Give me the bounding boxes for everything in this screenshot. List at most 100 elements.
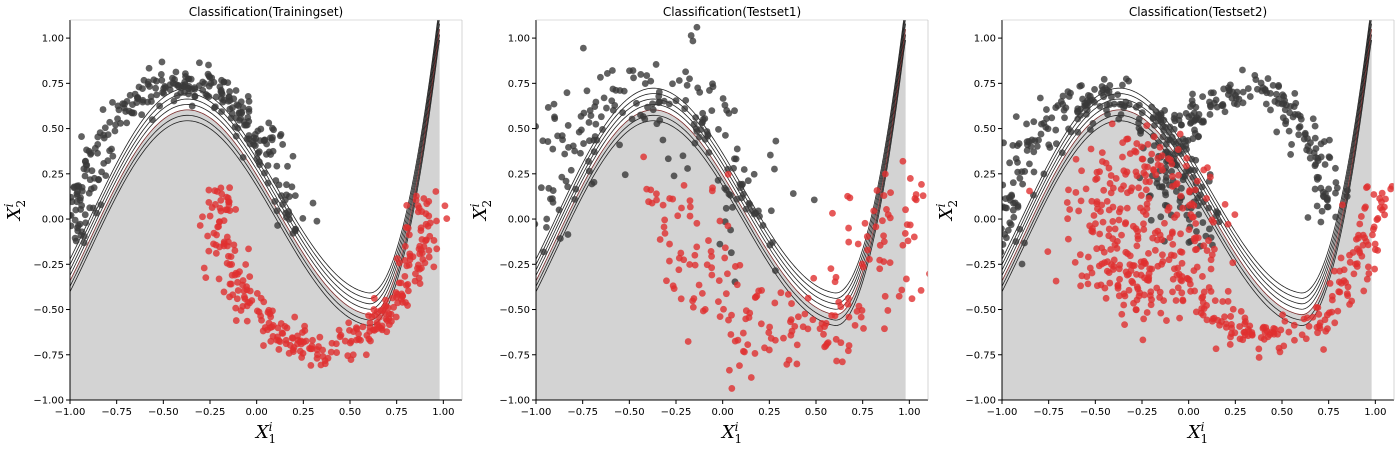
- data-point: [1043, 106, 1050, 113]
- data-point: [670, 172, 678, 180]
- data-point: [666, 240, 673, 248]
- y-tick-label: 0.75: [974, 79, 996, 90]
- data-point: [739, 190, 747, 198]
- data-point: [794, 313, 802, 321]
- data-point: [809, 316, 817, 324]
- data-point: [1291, 336, 1298, 344]
- data-point: [1173, 211, 1181, 219]
- data-point: [112, 121, 119, 129]
- data-point: [1149, 234, 1157, 242]
- data-point: [1059, 92, 1067, 100]
- data-point: [709, 80, 716, 88]
- data-point: [217, 197, 225, 204]
- data-point: [1179, 135, 1187, 143]
- data-point: [1315, 310, 1323, 318]
- data-point: [1317, 218, 1325, 226]
- data-point: [1207, 265, 1215, 273]
- data-point: [1198, 305, 1206, 312]
- data-point: [1290, 103, 1298, 110]
- data-point: [684, 165, 691, 172]
- data-point: [246, 287, 254, 295]
- data-point: [1140, 291, 1148, 299]
- data-point: [240, 118, 248, 126]
- data-point: [316, 333, 324, 341]
- data-point: [1226, 341, 1234, 348]
- data-point: [1018, 260, 1026, 268]
- data-point: [1225, 84, 1232, 91]
- data-point: [1311, 162, 1319, 170]
- data-point: [225, 252, 232, 260]
- data-point: [750, 170, 758, 178]
- data-point: [845, 342, 853, 349]
- data-point: [1010, 213, 1018, 221]
- data-point: [926, 270, 928, 277]
- data-point: [1178, 289, 1186, 297]
- data-point: [543, 215, 551, 223]
- data-point: [1206, 173, 1214, 181]
- data-point: [1062, 104, 1070, 112]
- x-tick-label: 0.50: [805, 407, 827, 418]
- data-point: [1093, 245, 1101, 253]
- data-point: [722, 131, 729, 139]
- data-point: [1176, 314, 1183, 322]
- data-point: [1057, 97, 1065, 105]
- data-point: [1193, 177, 1201, 185]
- x-tick-label: 0.00: [712, 407, 734, 418]
- data-point: [81, 211, 89, 219]
- data-point: [687, 32, 695, 39]
- data-point: [1009, 141, 1017, 149]
- data-point: [362, 351, 370, 359]
- data-point: [291, 313, 299, 321]
- data-point: [148, 116, 156, 124]
- data-point: [544, 138, 552, 145]
- data-point: [385, 315, 393, 323]
- data-point: [1189, 90, 1196, 98]
- data-point: [240, 293, 248, 301]
- data-point: [1119, 139, 1127, 147]
- data-point: [1012, 238, 1020, 245]
- y-tick-label: −1.00: [965, 396, 996, 407]
- data-point: [1071, 259, 1079, 266]
- data-point: [169, 74, 176, 82]
- data-point: [691, 139, 699, 147]
- data-point: [536, 123, 540, 130]
- data-point: [545, 184, 553, 192]
- data-point: [1295, 124, 1303, 132]
- data-point: [744, 177, 752, 185]
- data-point: [87, 185, 95, 193]
- data-point: [70, 237, 71, 242]
- data-point: [1040, 170, 1048, 178]
- data-point: [693, 23, 701, 31]
- data-point: [1321, 161, 1329, 168]
- data-point: [1208, 251, 1216, 259]
- data-point: [1188, 155, 1196, 163]
- data-point: [699, 109, 707, 117]
- data-point: [866, 255, 873, 263]
- y-tick-label: −0.75: [33, 350, 64, 361]
- data-point: [1119, 153, 1126, 161]
- data-point: [257, 294, 265, 302]
- data-point: [285, 349, 293, 357]
- data-point: [739, 329, 747, 337]
- data-point: [1361, 204, 1369, 212]
- data-point: [1064, 235, 1072, 243]
- data-point: [1166, 123, 1174, 131]
- data-point: [1353, 263, 1361, 270]
- data-point: [715, 277, 723, 284]
- data-point: [1141, 163, 1148, 171]
- data-point: [138, 111, 146, 119]
- data-point: [1086, 222, 1094, 230]
- data-point: [1323, 195, 1331, 203]
- data-point: [1332, 179, 1340, 186]
- data-point: [371, 311, 379, 319]
- data-point: [1320, 346, 1327, 353]
- data-point: [724, 222, 732, 230]
- data-point: [761, 344, 768, 352]
- data-point: [759, 222, 767, 229]
- data-point: [643, 72, 651, 79]
- data-point: [714, 298, 722, 306]
- data-point: [835, 298, 843, 306]
- data-point: [161, 82, 169, 90]
- data-point: [562, 177, 570, 185]
- data-point: [647, 77, 655, 85]
